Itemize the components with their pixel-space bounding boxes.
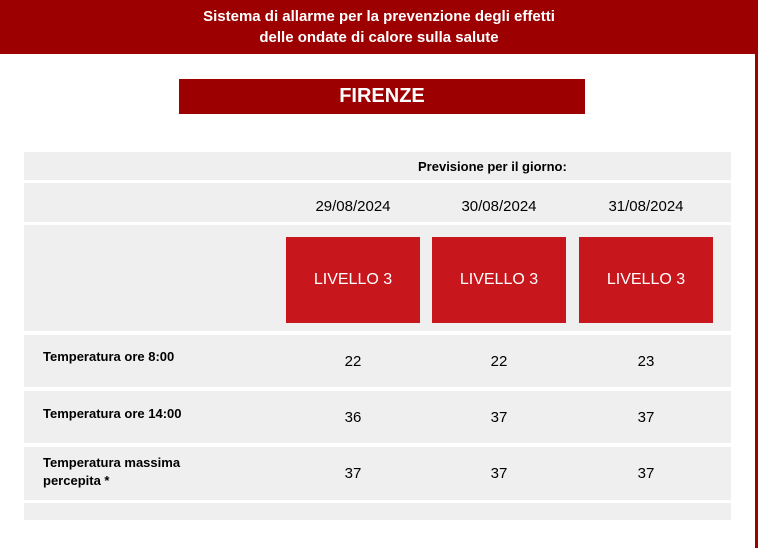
value-temp-14-day-3: 37	[637, 409, 655, 426]
city-title: FIRENZE	[179, 79, 585, 114]
value-temp-8-day-3: 23	[637, 353, 655, 370]
row-label-temp-14: Temperatura ore 14:00	[43, 406, 182, 421]
footer-band	[24, 503, 731, 520]
value-perceived-day-1: 37	[344, 465, 362, 482]
value-perceived-day-2: 37	[490, 465, 508, 482]
header-line-1: Sistema di allarme per la prevenzione de…	[203, 8, 555, 25]
header-line-2: delle ondate di calore sulla salute	[259, 29, 499, 46]
level-badge-day-3: LIVELLO 3	[579, 237, 713, 323]
row-label-temp-perceived: Temperatura massima percepita *	[43, 455, 181, 488]
value-temp-14-day-2: 37	[490, 409, 508, 426]
row-label-temp-8: Temperatura ore 8:00	[43, 349, 175, 364]
row-band-3	[24, 447, 731, 500]
dates-band	[24, 183, 731, 222]
level-badge-day-2: LIVELLO 3	[432, 237, 566, 323]
right-border	[755, 54, 758, 548]
row-band-1	[24, 335, 731, 387]
forecast-label: Previsione per il giorno:	[418, 159, 567, 174]
date-day-2: 30/08/2024	[461, 198, 537, 215]
date-day-1: 29/08/2024	[315, 198, 391, 215]
value-temp-8-day-2: 22	[490, 353, 508, 370]
value-temp-8-day-1: 22	[344, 353, 362, 370]
value-perceived-day-3: 37	[637, 465, 655, 482]
page-header: Sistema di allarme per la prevenzione de…	[0, 0, 758, 54]
date-day-3: 31/08/2024	[608, 198, 684, 215]
row-band-2	[24, 391, 731, 443]
forecast-header-band	[24, 152, 731, 180]
level-badge-day-1: LIVELLO 3	[286, 237, 420, 323]
value-temp-14-day-1: 36	[344, 409, 362, 426]
